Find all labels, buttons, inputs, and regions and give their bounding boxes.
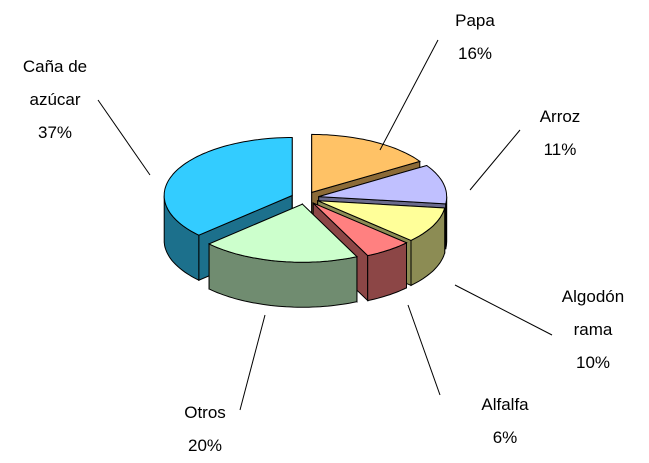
value-label: 16%	[457, 44, 493, 63]
category-label: Caña de azúcar	[22, 57, 88, 109]
slice	[163, 137, 293, 236]
slice	[317, 200, 446, 241]
leader-line	[239, 314, 266, 411]
leader-line	[407, 304, 441, 396]
slice	[207, 203, 358, 263]
value-label: 20%	[187, 436, 223, 455]
category-label: Arroz	[539, 107, 581, 126]
value-label: 10%	[575, 353, 611, 372]
category-label: Otros	[184, 403, 226, 422]
value-label: 11%	[543, 140, 577, 159]
value-label: 37%	[37, 123, 73, 142]
value-label: 6%	[492, 428, 518, 447]
slice	[312, 202, 408, 257]
leader-line	[454, 284, 553, 336]
slice	[318, 164, 448, 205]
slice-wall	[445, 196, 448, 249]
category-label: Alfalfa	[481, 395, 529, 414]
leader-line	[97, 99, 151, 176]
leader-line	[469, 129, 521, 191]
category-label: Papa	[455, 11, 495, 30]
leader-line	[379, 39, 439, 151]
slice	[311, 133, 421, 194]
category-label: Algodón rama	[561, 287, 625, 339]
